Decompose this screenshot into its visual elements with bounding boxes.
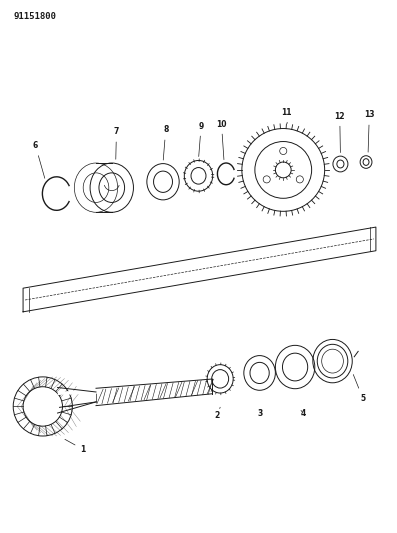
Text: 3: 3: [258, 409, 263, 418]
Text: 2: 2: [214, 407, 220, 421]
Text: 13: 13: [364, 110, 375, 152]
Text: 5: 5: [353, 375, 365, 402]
Text: 7: 7: [114, 127, 119, 159]
Text: 6: 6: [33, 141, 45, 178]
Text: 91151800: 91151800: [13, 12, 56, 21]
Text: 1: 1: [65, 439, 85, 454]
Text: 10: 10: [216, 119, 227, 160]
Text: 12: 12: [335, 112, 345, 152]
Text: 11: 11: [281, 108, 292, 124]
Text: 8: 8: [163, 125, 168, 160]
Text: 4: 4: [301, 409, 306, 418]
Text: 9: 9: [198, 122, 204, 157]
